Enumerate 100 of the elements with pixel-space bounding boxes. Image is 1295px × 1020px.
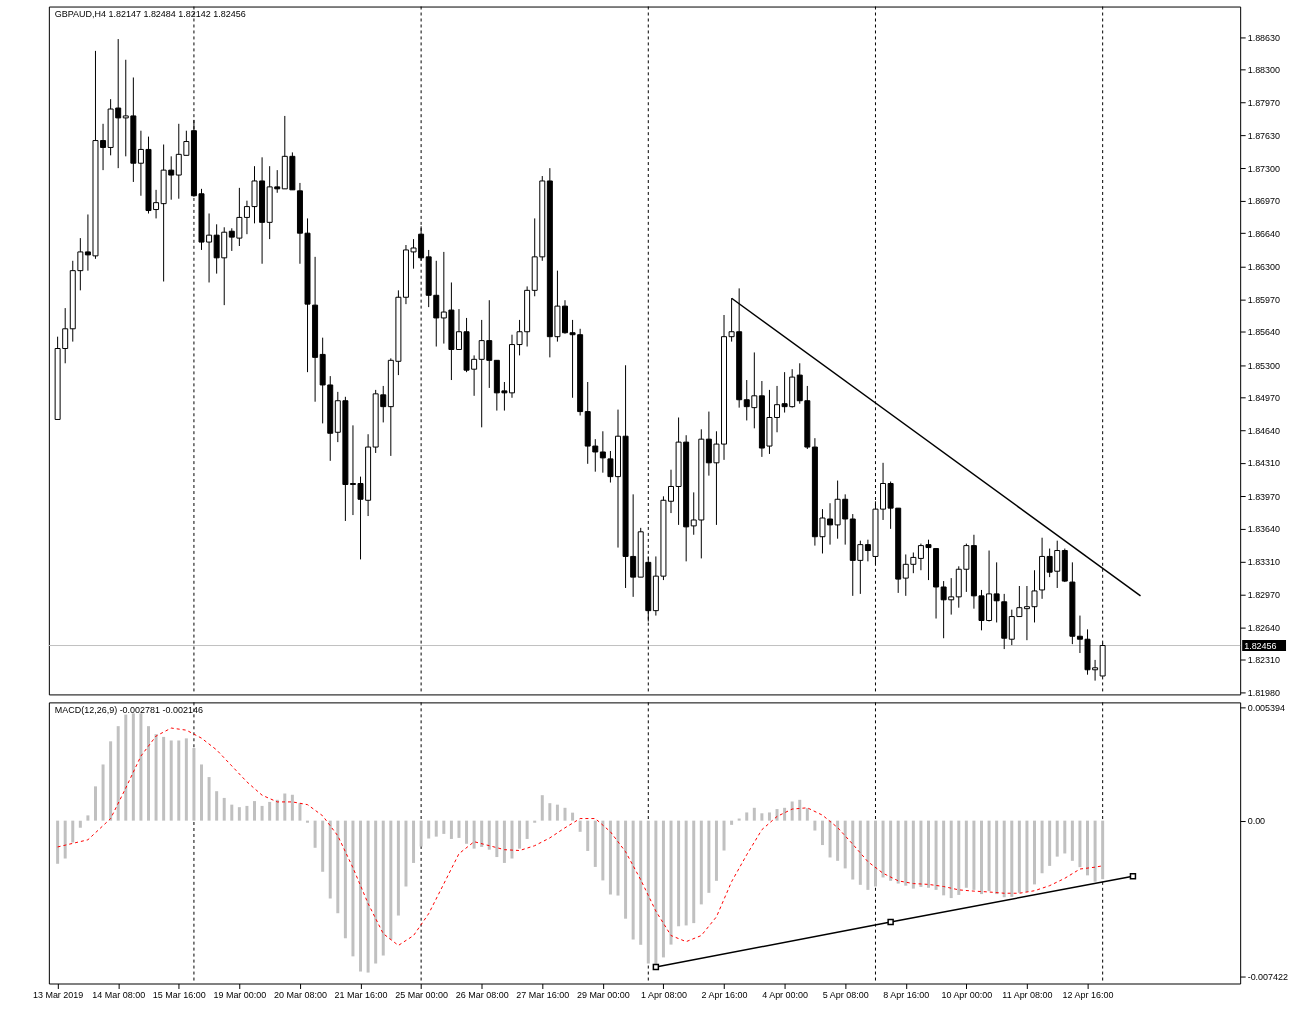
bar [957,820,961,895]
line-series [57,727,1104,946]
bar [1025,820,1029,892]
bar [548,803,552,821]
bar [631,820,635,940]
bar [1002,820,1006,898]
bar [889,820,893,881]
bar [510,820,514,859]
bar [964,820,968,888]
bar [343,820,347,939]
x-tick-label: 8 Apr 16:00 [883,989,930,1000]
x-tick-label: 15 Mar 16:00 [152,989,206,1000]
bar [654,820,658,966]
bar [237,807,241,821]
bar [124,714,128,821]
bar [275,799,279,821]
bar [896,820,900,884]
bar [184,738,188,821]
y-tick-label: 1.81980 [1247,687,1281,698]
bar [760,813,764,821]
bar [207,777,211,821]
x-tick-label: 13 Mar 2019 [32,989,84,1000]
bar [109,741,113,821]
y-tick-label: 1.87300 [1247,163,1281,174]
bar [78,820,82,828]
bar [942,820,946,896]
bar [1063,820,1067,854]
y-tick-label: 1.82640 [1247,622,1281,633]
point [887,918,894,926]
x-tick-label: 20 Mar 08:00 [274,989,327,1000]
bar [351,820,355,957]
candlestick [993,561,1000,623]
x-tick-label: 10 Apr 00:00 [941,989,993,1000]
bar [1048,820,1052,866]
bar [298,803,302,821]
bar [495,820,499,858]
bar [1101,820,1105,880]
bar [881,820,885,878]
bar [919,820,923,887]
bar [465,820,469,844]
y-tick-label: 1.86970 [1247,196,1281,207]
bar [752,807,756,821]
bar [472,820,476,849]
bar [813,820,817,831]
bar [222,797,226,821]
bar [980,820,983,895]
bar [56,820,60,864]
bar [904,820,908,886]
bar [1055,820,1059,857]
bar [200,764,203,821]
bar [1070,820,1074,861]
bar [1017,820,1021,893]
bar [290,794,294,821]
bar [336,820,340,914]
bar [767,812,771,821]
y-tick-label: 0.005394 [1247,702,1286,713]
bar [101,764,105,821]
bar [480,820,484,847]
y-tick-label: 1.82970 [1247,590,1281,601]
bar [1093,820,1097,882]
bar [427,820,431,839]
bar [215,791,219,821]
bar [593,820,597,867]
bar [93,786,97,821]
bar [820,820,824,846]
bar [677,820,681,927]
bar [805,808,809,821]
bar [434,820,438,837]
bar [412,820,416,863]
bar [359,820,363,972]
bar [684,820,688,926]
bar [63,820,67,859]
y-tick-label: 1.86640 [1247,228,1281,239]
bar [525,820,529,839]
bar [442,820,446,834]
bar [404,820,408,887]
bar [730,820,734,825]
bar [987,820,991,892]
bar [563,807,567,821]
bar [389,820,393,940]
bar [661,820,665,958]
y-tick-label: -0.007422 [1247,972,1289,983]
bar [1010,820,1014,897]
bar [790,801,794,821]
x-tick-label: 29 Mar 00:00 [576,989,630,1000]
y-tick-label: 1.82310 [1247,655,1281,666]
bar [177,740,181,821]
bar [601,820,605,881]
bar [578,820,582,832]
bar [268,801,272,821]
y-tick-label: 1.85640 [1247,327,1281,338]
bar [866,820,870,890]
bar [624,820,628,919]
x-tick-label: 2 Apr 16:00 [701,989,748,1000]
bar [926,820,930,888]
bar [737,818,741,821]
x-tick-label: 11 Apr 08:00 [1002,989,1053,1000]
bar [1078,820,1082,868]
bar [858,820,862,885]
bar [147,726,150,821]
